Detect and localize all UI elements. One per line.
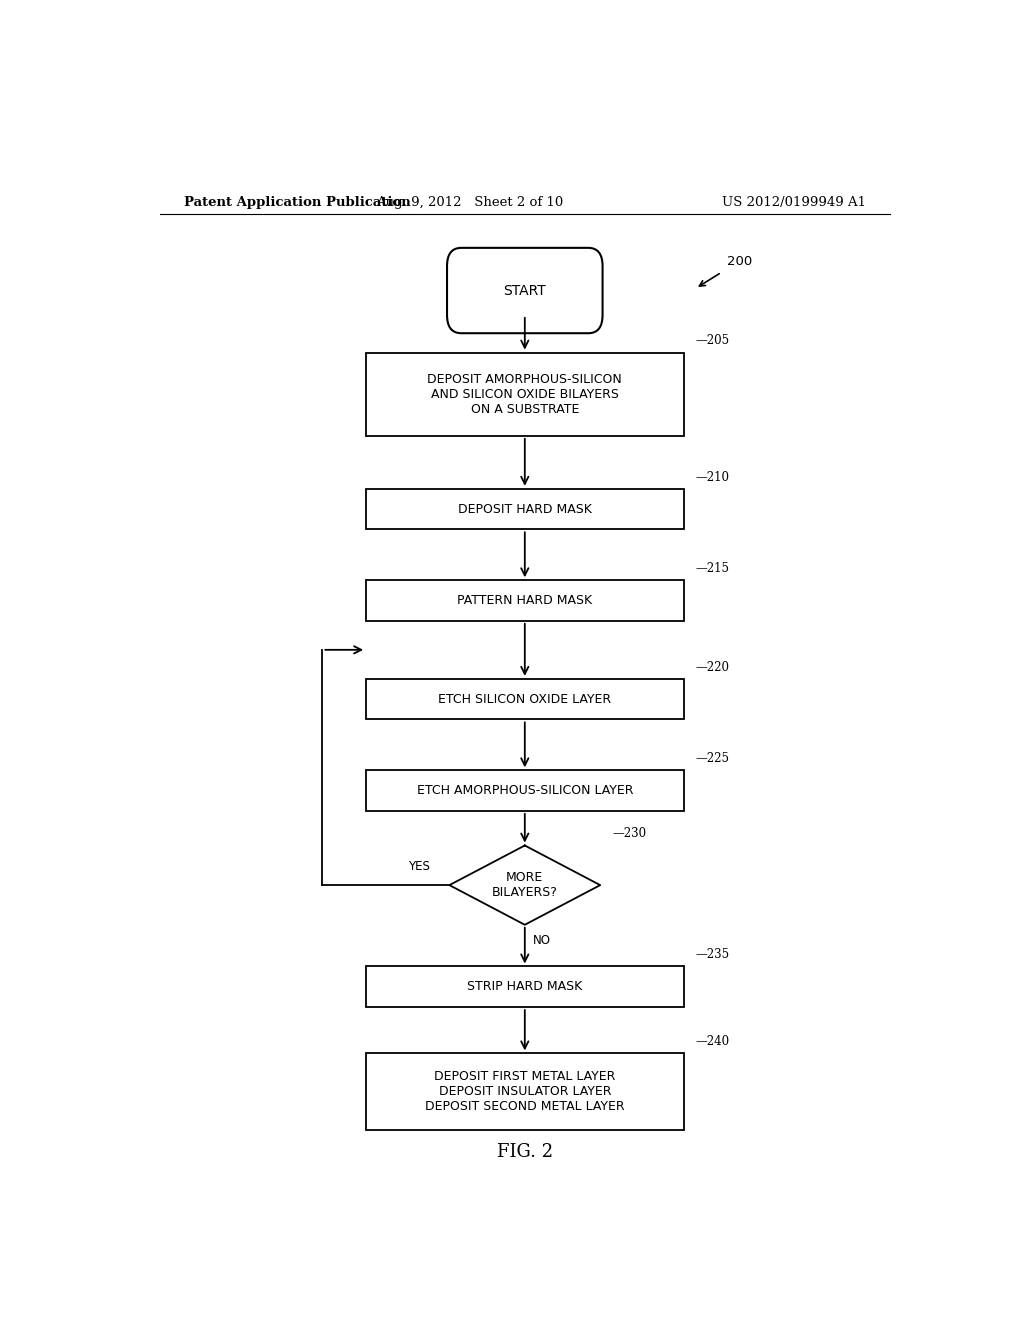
FancyBboxPatch shape	[367, 966, 684, 1007]
Text: STRIP HARD MASK: STRIP HARD MASK	[467, 981, 583, 993]
Text: US 2012/0199949 A1: US 2012/0199949 A1	[722, 195, 866, 209]
Text: —205: —205	[695, 334, 729, 347]
Text: Patent Application Publication: Patent Application Publication	[183, 195, 411, 209]
Text: —235: —235	[695, 948, 729, 961]
Polygon shape	[450, 846, 600, 925]
Text: MORE
BILAYERS?: MORE BILAYERS?	[492, 871, 558, 899]
Text: NO: NO	[532, 935, 551, 946]
Text: FIG. 2: FIG. 2	[497, 1143, 553, 1162]
Text: —210: —210	[695, 471, 729, 483]
Text: YES: YES	[408, 859, 430, 873]
Text: —215: —215	[695, 562, 729, 576]
Text: —240: —240	[695, 1035, 729, 1048]
Text: —230: —230	[612, 828, 646, 841]
FancyBboxPatch shape	[367, 488, 684, 529]
FancyBboxPatch shape	[367, 352, 684, 436]
Text: —220: —220	[695, 661, 729, 673]
Text: Aug. 9, 2012   Sheet 2 of 10: Aug. 9, 2012 Sheet 2 of 10	[376, 195, 563, 209]
Text: DEPOSIT FIRST METAL LAYER
DEPOSIT INSULATOR LAYER
DEPOSIT SECOND METAL LAYER: DEPOSIT FIRST METAL LAYER DEPOSIT INSULA…	[425, 1071, 625, 1113]
Text: DEPOSIT HARD MASK: DEPOSIT HARD MASK	[458, 503, 592, 516]
Text: —225: —225	[695, 752, 729, 766]
FancyBboxPatch shape	[447, 248, 602, 333]
Text: ETCH SILICON OXIDE LAYER: ETCH SILICON OXIDE LAYER	[438, 693, 611, 706]
Text: ETCH AMORPHOUS-SILICON LAYER: ETCH AMORPHOUS-SILICON LAYER	[417, 784, 633, 797]
FancyBboxPatch shape	[367, 678, 684, 719]
Text: PATTERN HARD MASK: PATTERN HARD MASK	[458, 594, 592, 607]
Text: 200: 200	[727, 255, 753, 268]
Text: DEPOSIT AMORPHOUS-SILICON
AND SILICON OXIDE BILAYERS
ON A SUBSTRATE: DEPOSIT AMORPHOUS-SILICON AND SILICON OX…	[427, 372, 623, 416]
FancyBboxPatch shape	[367, 1053, 684, 1130]
FancyBboxPatch shape	[367, 771, 684, 810]
Text: START: START	[504, 284, 546, 297]
FancyBboxPatch shape	[367, 581, 684, 620]
